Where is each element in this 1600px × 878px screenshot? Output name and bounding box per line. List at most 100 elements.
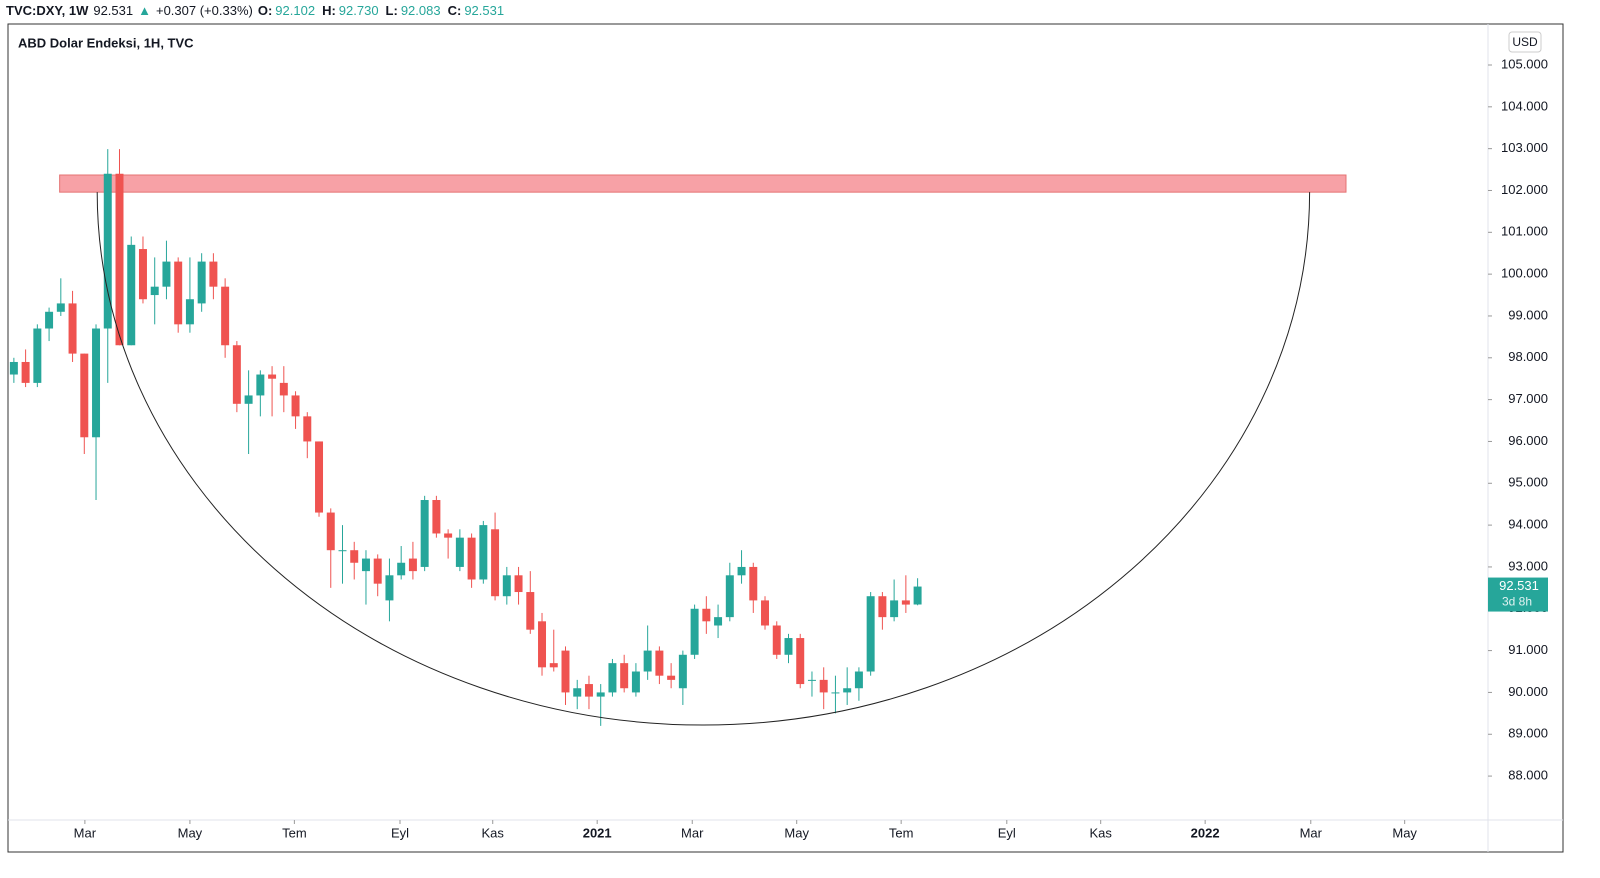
- change: +0.307 (+0.33%): [155, 2, 253, 18]
- y-tick-label: 93.000: [1508, 558, 1548, 573]
- candle-body: [279, 382, 288, 396]
- candle-body: [807, 679, 816, 681]
- x-tick-label: Eyl: [998, 825, 1016, 840]
- candle-body: [843, 688, 852, 693]
- ohlc-value: 92.531: [464, 2, 505, 18]
- candle-body: [221, 286, 230, 346]
- candle-body: [538, 621, 547, 668]
- candle-body: [385, 575, 394, 601]
- candle-body: [103, 173, 112, 329]
- candle-body: [608, 663, 617, 693]
- candle-body: [584, 684, 593, 697]
- currency[interactable]: USD: [1512, 35, 1538, 49]
- y-tick-label: 103.000: [1501, 140, 1548, 155]
- candle-body: [326, 512, 335, 551]
- candle-body: [749, 566, 758, 601]
- candle-body: [596, 692, 605, 697]
- y-tick-label: 102.000: [1501, 182, 1548, 197]
- ohlc-value: 92.102: [275, 2, 316, 18]
- candle-body: [232, 345, 241, 404]
- candle-body: [432, 500, 441, 534]
- candle-body: [45, 311, 54, 329]
- candle-body: [620, 663, 629, 689]
- candle-body: [819, 679, 828, 693]
- candle-body: [479, 525, 488, 580]
- ohlc-label: C:: [447, 2, 462, 18]
- candle-body: [854, 671, 863, 689]
- candle-body: [831, 692, 840, 694]
- candle-body: [502, 575, 511, 597]
- candle-body: [643, 650, 652, 672]
- countdown: 3d 8h: [1502, 595, 1532, 609]
- ohlc-value: 92.083: [400, 2, 441, 18]
- candle-body: [913, 586, 922, 605]
- x-tick-label: May: [178, 825, 203, 840]
- ohlc-label: O:: [257, 2, 273, 18]
- candle-body: [455, 537, 464, 567]
- x-tick-label: 2022: [1191, 825, 1220, 840]
- price: 92.531: [93, 2, 134, 18]
- candle-body: [303, 416, 312, 442]
- x-tick-label: Kas: [1089, 825, 1112, 840]
- x-tick-label: May: [784, 825, 809, 840]
- y-tick-label: 94.000: [1508, 517, 1548, 532]
- candle-body: [444, 533, 453, 538]
- candle-body: [162, 261, 171, 287]
- cup-arc: [96, 192, 1311, 725]
- candle-body: [256, 374, 265, 396]
- candle-body: [56, 303, 65, 312]
- candle-body: [397, 562, 406, 576]
- candle-body: [150, 286, 159, 296]
- y-tick-label: 90.000: [1508, 684, 1548, 699]
- change-arrow: ▲: [138, 2, 151, 18]
- candle-body: [68, 303, 77, 354]
- y-tick-label: 98.000: [1508, 349, 1548, 364]
- candle-body: [796, 638, 805, 685]
- candle-body: [361, 558, 370, 572]
- symbol: TVC:DXY, 1W: [6, 2, 89, 18]
- y-tick-label: 88.000: [1508, 768, 1548, 783]
- ohlc: O: 92.102 H: 92.730 L: 92.083 C: 92.531: [258, 3, 508, 18]
- candle-body: [115, 173, 124, 346]
- candle-body: [315, 441, 324, 513]
- candle-body: [549, 663, 558, 668]
- candle-body: [373, 558, 382, 584]
- chart-title: ABD Dolar Endeksi, 1H, TVC: [18, 35, 194, 50]
- header: TVC:DXY, 1W 92.531 ▲ +0.307 (+0.33%) O: 9…: [6, 0, 508, 20]
- y-tick-label: 96.000: [1508, 433, 1548, 448]
- candle-body: [678, 654, 687, 689]
- candle-body: [514, 575, 523, 593]
- candle-body: [702, 608, 711, 622]
- candle-body: [725, 575, 734, 618]
- candle-body: [138, 249, 147, 300]
- candle-body: [197, 261, 206, 304]
- x-tick-label: Mar: [74, 825, 97, 840]
- candle-body: [772, 625, 781, 655]
- candle-body: [21, 361, 30, 383]
- candle-body: [667, 675, 676, 680]
- candle-body: [467, 537, 476, 580]
- resistance-zone: [59, 174, 1347, 193]
- x-tick-label: May: [1392, 825, 1417, 840]
- ohlc-label: H:: [322, 2, 336, 18]
- y-tick-label: 95.000: [1508, 475, 1548, 490]
- candle-body: [244, 395, 253, 404]
- currency-button[interactable]: [1508, 31, 1542, 53]
- candle-body: [561, 650, 570, 693]
- candle-body: [690, 608, 699, 655]
- y-tick-label: 101.000: [1501, 224, 1548, 239]
- x-tick-label: Tem: [282, 825, 307, 840]
- candle-body: [784, 638, 793, 655]
- candle-body: [761, 600, 770, 626]
- ohlc-label: L:: [385, 2, 398, 18]
- candle-body: [890, 600, 899, 618]
- y-tick-label: 99.000: [1508, 307, 1548, 322]
- candle-body: [291, 395, 300, 417]
- y-tick-label: 97.000: [1508, 391, 1548, 406]
- plot: [9, 149, 1347, 726]
- y-tick-label: 105.000: [1501, 56, 1548, 71]
- y-tick-label: 91.000: [1508, 642, 1548, 657]
- candle-body: [9, 361, 18, 375]
